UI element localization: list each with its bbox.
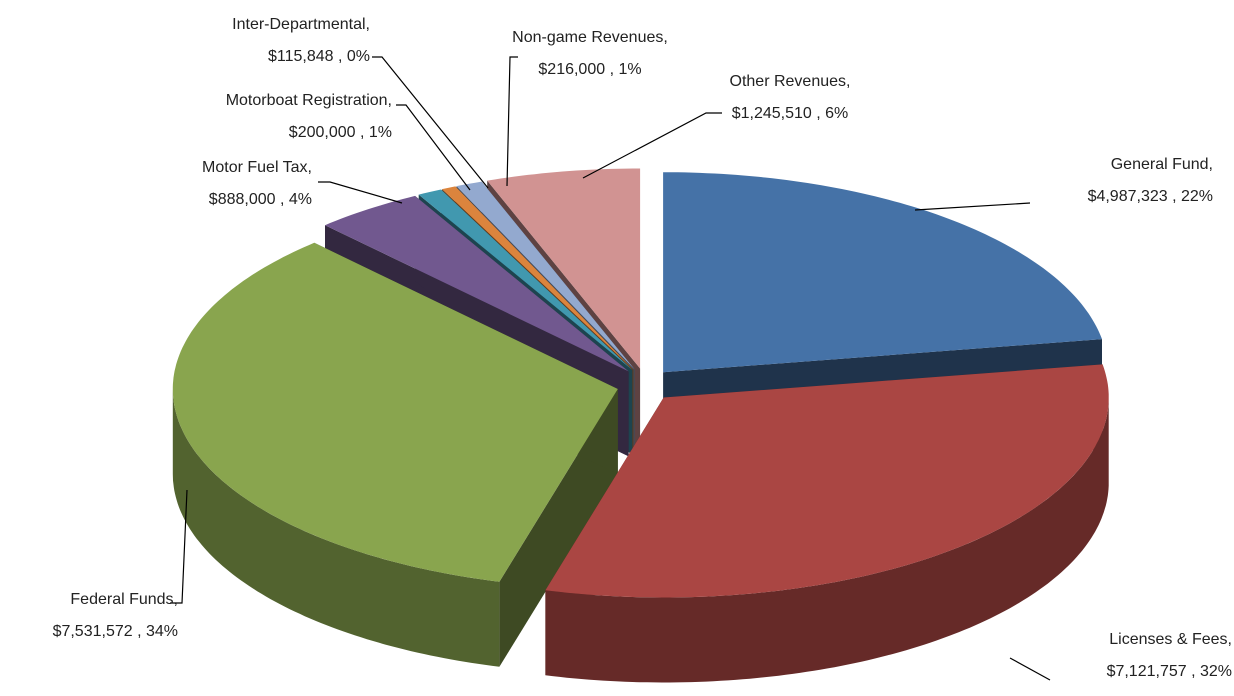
leader-line bbox=[318, 181, 403, 204]
data-label: $7,531,572 , 34% bbox=[53, 623, 178, 640]
slice-side bbox=[545, 397, 1109, 683]
leader-line bbox=[170, 489, 188, 604]
leader-line bbox=[506, 56, 518, 187]
slice bbox=[442, 186, 634, 370]
data-label: Inter-Departmental, bbox=[232, 16, 370, 33]
data-label: Motorboat Registration, bbox=[226, 92, 392, 109]
data-label: $1,245,510 , 6% bbox=[732, 105, 849, 122]
slice bbox=[487, 168, 641, 369]
data-label: $4,987,323 , 22% bbox=[1088, 188, 1213, 205]
data-label: General Fund, bbox=[1111, 156, 1213, 173]
data-label: $200,000 , 1% bbox=[289, 124, 392, 141]
slice bbox=[456, 181, 635, 370]
data-label: Licenses & Fees, bbox=[1109, 631, 1232, 648]
slice bbox=[418, 189, 633, 370]
data-label: $115,848 , 0% bbox=[268, 48, 370, 65]
slice-side bbox=[172, 389, 500, 667]
data-label: $7,121,757 , 32% bbox=[1107, 663, 1232, 680]
data-label: $888,000 , 4% bbox=[209, 191, 312, 208]
leader-line bbox=[396, 104, 471, 191]
leader-line bbox=[914, 202, 1031, 211]
slice bbox=[545, 364, 1109, 598]
slice bbox=[663, 172, 1102, 373]
leader-line bbox=[1009, 657, 1051, 681]
data-label: Motor Fuel Tax, bbox=[202, 159, 312, 176]
leader-line bbox=[582, 112, 722, 179]
data-label: Non-game Revenues, bbox=[512, 29, 668, 46]
data-label: Federal Funds, bbox=[70, 591, 178, 608]
slice bbox=[325, 195, 629, 372]
slice bbox=[172, 242, 618, 582]
data-label: $216,000 , 1% bbox=[538, 61, 641, 78]
data-label: Other Revenues, bbox=[730, 73, 851, 90]
leader-line bbox=[372, 56, 489, 189]
